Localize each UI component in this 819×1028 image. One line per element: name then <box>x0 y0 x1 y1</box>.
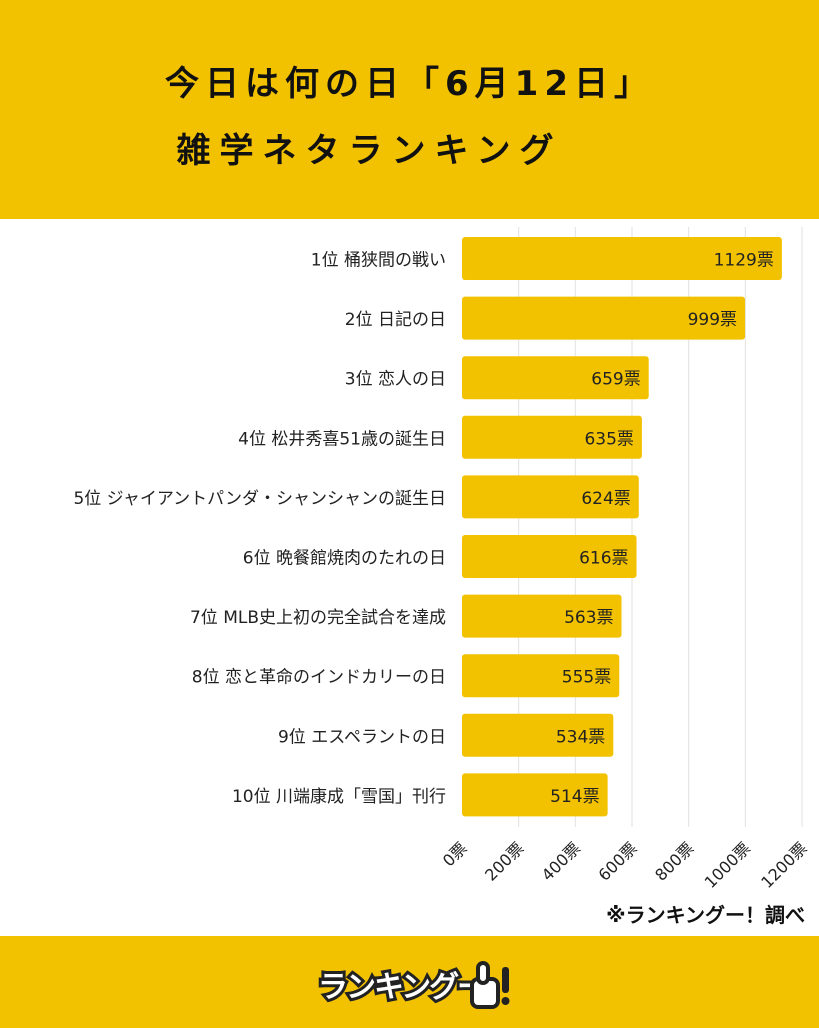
x-tick-label: 800票 <box>651 838 697 884</box>
category-label: 8位 恋と革命のインドカリーの日 <box>192 667 446 688</box>
bar <box>462 475 639 519</box>
chart-title: 今日は何の日「6月12日」 <box>165 64 654 104</box>
data-label: 659票 <box>591 370 640 390</box>
bar <box>462 535 637 578</box>
x-tick-label: 600票 <box>594 838 640 884</box>
data-label: 555票 <box>562 668 611 688</box>
data-label: 999票 <box>688 310 737 330</box>
category-label: 10位 川端康成「雪国」刊行 <box>232 787 446 807</box>
x-tick-label: 1200票 <box>757 838 811 892</box>
category-label: 2位 日記の日 <box>345 310 446 330</box>
category-label: 6位 晩餐館焼肉のたれの日 <box>243 549 446 569</box>
bar <box>462 356 649 400</box>
source-note: ※ランキングー！調べ <box>606 903 805 927</box>
bar <box>462 654 620 698</box>
data-label: 616票 <box>579 549 628 569</box>
category-label: 1位 桶狭間の戦い <box>311 251 446 271</box>
bar <box>462 713 614 757</box>
x-tick-label: 0票 <box>439 838 471 870</box>
data-label: 1129票 <box>714 251 774 271</box>
category-label: 4位 松井秀喜51歳の誕生日 <box>238 429 446 449</box>
svg-text:ランキングー: ランキングー <box>318 970 485 1005</box>
bar <box>462 594 622 638</box>
category-label: 3位 恋人の日 <box>345 369 446 390</box>
data-label: 563票 <box>564 608 613 628</box>
data-label: 624票 <box>581 489 630 509</box>
logo-mark: ランキングー <box>315 961 510 1009</box>
category-label: 7位 MLB史上初の完全試合を達成 <box>190 608 446 628</box>
chart-subtitle: 雑学ネタランキング <box>176 131 563 171</box>
x-tick-label: 400票 <box>538 838 584 884</box>
category-label: 5位 ジャイアントパンダ・シャンシャンの誕生日 <box>73 489 446 509</box>
data-label: 635票 <box>584 429 633 449</box>
logo: ランキングー <box>0 945 819 1024</box>
bar <box>462 415 642 459</box>
data-label: 534票 <box>556 727 605 747</box>
x-tick-label: 200票 <box>481 838 527 884</box>
bar <box>462 237 782 280</box>
x-tick-label: 1000票 <box>701 838 755 892</box>
data-label: 514票 <box>550 787 599 807</box>
bar <box>462 296 746 340</box>
bar-chart: 1位 桶狭間の戦い 1129票 2位 日記の日 999票 3位 恋人の日 659票 4位 松… <box>73 227 811 892</box>
category-label: 9位 エスペラントの日 <box>278 727 446 747</box>
chart-panel: 1位 桶狭間の戦い 1129票 2位 日記の日 999票 3位 恋人の日 659票 4位 松… <box>0 219 819 936</box>
bar <box>462 773 608 817</box>
